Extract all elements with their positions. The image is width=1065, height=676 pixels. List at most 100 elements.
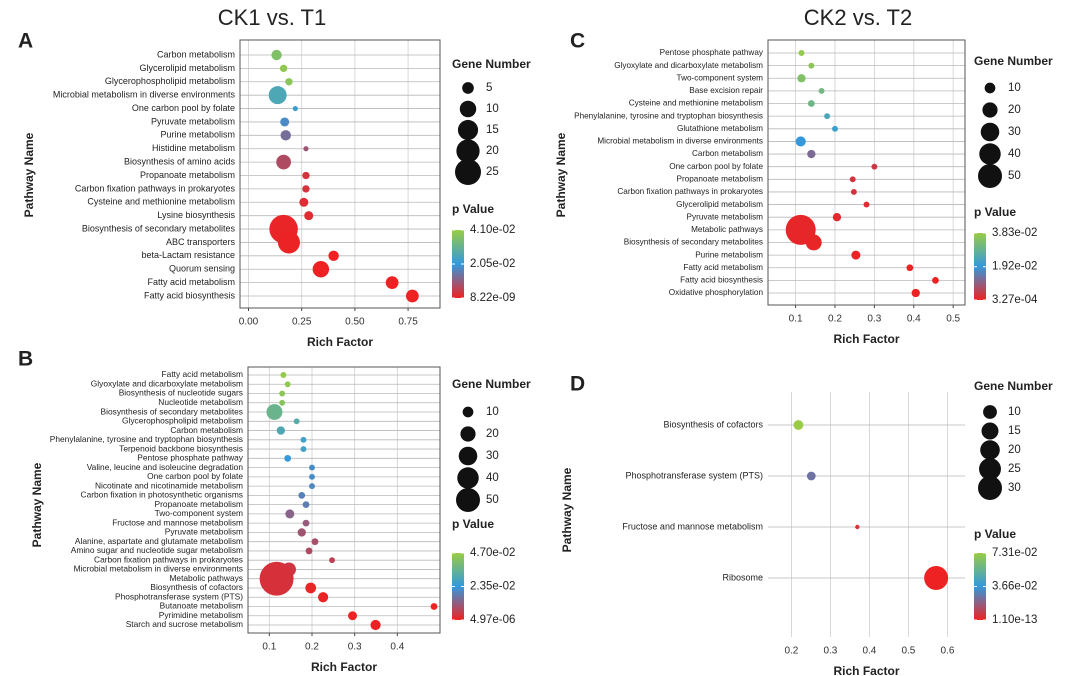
colorbar-label: 2.05e-02 bbox=[470, 258, 515, 270]
bubble bbox=[279, 399, 286, 406]
category-label: Fatty acid metabolism bbox=[162, 369, 243, 379]
size-legend-key bbox=[457, 467, 479, 489]
bubble bbox=[807, 100, 815, 107]
plot-border bbox=[247, 366, 441, 634]
x-tick-label: 0.3 bbox=[867, 314, 881, 325]
x-axis-label: Rich Factor bbox=[311, 660, 377, 674]
category-label: Starch and sucrose metabolism bbox=[126, 619, 243, 629]
bubble bbox=[304, 211, 314, 221]
size-legend-label: 15 bbox=[486, 124, 499, 136]
x-tick-label: 0.2 bbox=[305, 642, 319, 653]
category-label: Biosynthesis of amino acids bbox=[124, 156, 236, 166]
category-label: Terpenoid backbone biosynthesis bbox=[119, 443, 243, 453]
bubble bbox=[302, 519, 310, 527]
bubble bbox=[805, 234, 822, 251]
bubble bbox=[284, 454, 292, 462]
category-label: Nucleotide metabolism bbox=[158, 397, 243, 407]
plot-border bbox=[767, 39, 966, 306]
x-axis-label: Rich Factor bbox=[307, 335, 373, 349]
bubble bbox=[797, 74, 806, 83]
category-label: Pentose phosphate pathway bbox=[137, 453, 244, 463]
bubble bbox=[298, 491, 306, 499]
y-axis-label: Pathway Name bbox=[30, 462, 44, 547]
category-label: Metabolic pathways bbox=[169, 573, 243, 583]
bubble bbox=[318, 592, 329, 603]
bubble bbox=[911, 288, 920, 298]
x-tick-label: 0.4 bbox=[390, 642, 404, 653]
size-legend-label: 40 bbox=[1008, 148, 1021, 160]
category-label: Pentose phosphate pathway bbox=[660, 48, 764, 57]
bubble bbox=[793, 420, 804, 430]
category-label: Fructose and mannose metabolism bbox=[112, 517, 243, 527]
x-tick-label: 0.6 bbox=[940, 646, 954, 657]
x-axis-label: Rich Factor bbox=[833, 332, 899, 346]
category-label: Valine, leucine and isoleucine degradati… bbox=[87, 462, 244, 472]
category-label: Glycerolipid metabolism bbox=[676, 200, 763, 209]
x-tick-label: 0.1 bbox=[262, 642, 276, 653]
bubble bbox=[807, 149, 816, 159]
y-axis-label: Pathway Name bbox=[560, 467, 574, 552]
bubble bbox=[271, 49, 282, 61]
bubble bbox=[285, 78, 293, 86]
bubble bbox=[280, 130, 291, 141]
bubble bbox=[906, 264, 914, 272]
category-label: ABC transporters bbox=[166, 237, 236, 247]
size-legend-label: 20 bbox=[1008, 444, 1021, 456]
panel-letter: A bbox=[18, 30, 33, 53]
category-label: Cysteine and methionine metabolism bbox=[629, 99, 763, 108]
bubble bbox=[299, 197, 309, 207]
size-legend-title: Gene Number bbox=[974, 54, 1053, 68]
size-legend-key bbox=[462, 406, 474, 418]
size-legend-key bbox=[979, 143, 1001, 165]
category-label: Phenylalanine, tyrosine and tryptophan b… bbox=[50, 434, 243, 444]
y-axis-label: Pathway Name bbox=[22, 132, 36, 217]
size-legend-label: 30 bbox=[486, 450, 499, 462]
color-legend-title: p Value bbox=[452, 517, 494, 531]
size-legend-title: Gene Number bbox=[452, 377, 531, 391]
plot-area bbox=[768, 392, 965, 637]
category-label: Propanoate metabolism bbox=[140, 170, 235, 180]
category-label: Glycerophospholipid metabolism bbox=[105, 76, 235, 86]
size-legend-label: 5 bbox=[486, 82, 492, 94]
bubble bbox=[293, 418, 300, 425]
size-legend-label: 20 bbox=[1008, 104, 1021, 116]
bubble bbox=[292, 105, 298, 112]
color-legend-title: p Value bbox=[974, 205, 1016, 219]
panel-letter: C bbox=[570, 30, 585, 53]
colorbar bbox=[974, 233, 986, 300]
bubble bbox=[850, 189, 857, 195]
category-label: Fructose and mannose metabolism bbox=[622, 521, 763, 531]
bubble bbox=[302, 185, 310, 193]
size-legend-label: 20 bbox=[486, 145, 499, 157]
category-label: Quorum sensing bbox=[169, 264, 235, 274]
category-label: Nicotinate and nicotinamide metabolism bbox=[95, 480, 243, 490]
bubble bbox=[280, 117, 290, 127]
bubble bbox=[300, 446, 307, 453]
category-label: Pyruvate metabolism bbox=[151, 116, 235, 126]
x-axis-label: Rich Factor bbox=[833, 664, 899, 676]
category-label: Histidine metabolism bbox=[152, 143, 235, 153]
bubble bbox=[851, 250, 861, 260]
colorbar-label: 3.83e-02 bbox=[992, 227, 1037, 239]
panel-letter: D bbox=[570, 373, 585, 396]
category-label: Glycerophospholipid metabolism bbox=[122, 416, 243, 426]
category-label: Pyruvate metabolism bbox=[165, 527, 243, 537]
colorbar-label: 4.70e-02 bbox=[470, 547, 515, 559]
x-tick-label: 0.5 bbox=[901, 646, 915, 657]
size-legend-label: 30 bbox=[1008, 126, 1021, 138]
category-label: Phenylalanine, tyrosine and tryptophan b… bbox=[574, 111, 763, 120]
x-tick-label: 0.3 bbox=[348, 642, 362, 653]
bubble bbox=[305, 582, 317, 594]
colorbar-label: 4.97e-06 bbox=[470, 614, 515, 626]
size-legend-key bbox=[457, 119, 479, 141]
bubble bbox=[849, 176, 856, 183]
category-label: Phosphotransferase system (PTS) bbox=[625, 470, 763, 480]
category-label: Microbial metabolism in diverse environm… bbox=[53, 90, 236, 100]
colorbar-label: 2.35e-02 bbox=[470, 581, 515, 593]
bubble bbox=[302, 171, 310, 180]
bubble bbox=[405, 289, 419, 303]
bubble bbox=[279, 390, 286, 397]
size-legend-label: 50 bbox=[486, 494, 499, 506]
bubble bbox=[824, 113, 831, 120]
size-legend-label: 25 bbox=[486, 166, 499, 178]
